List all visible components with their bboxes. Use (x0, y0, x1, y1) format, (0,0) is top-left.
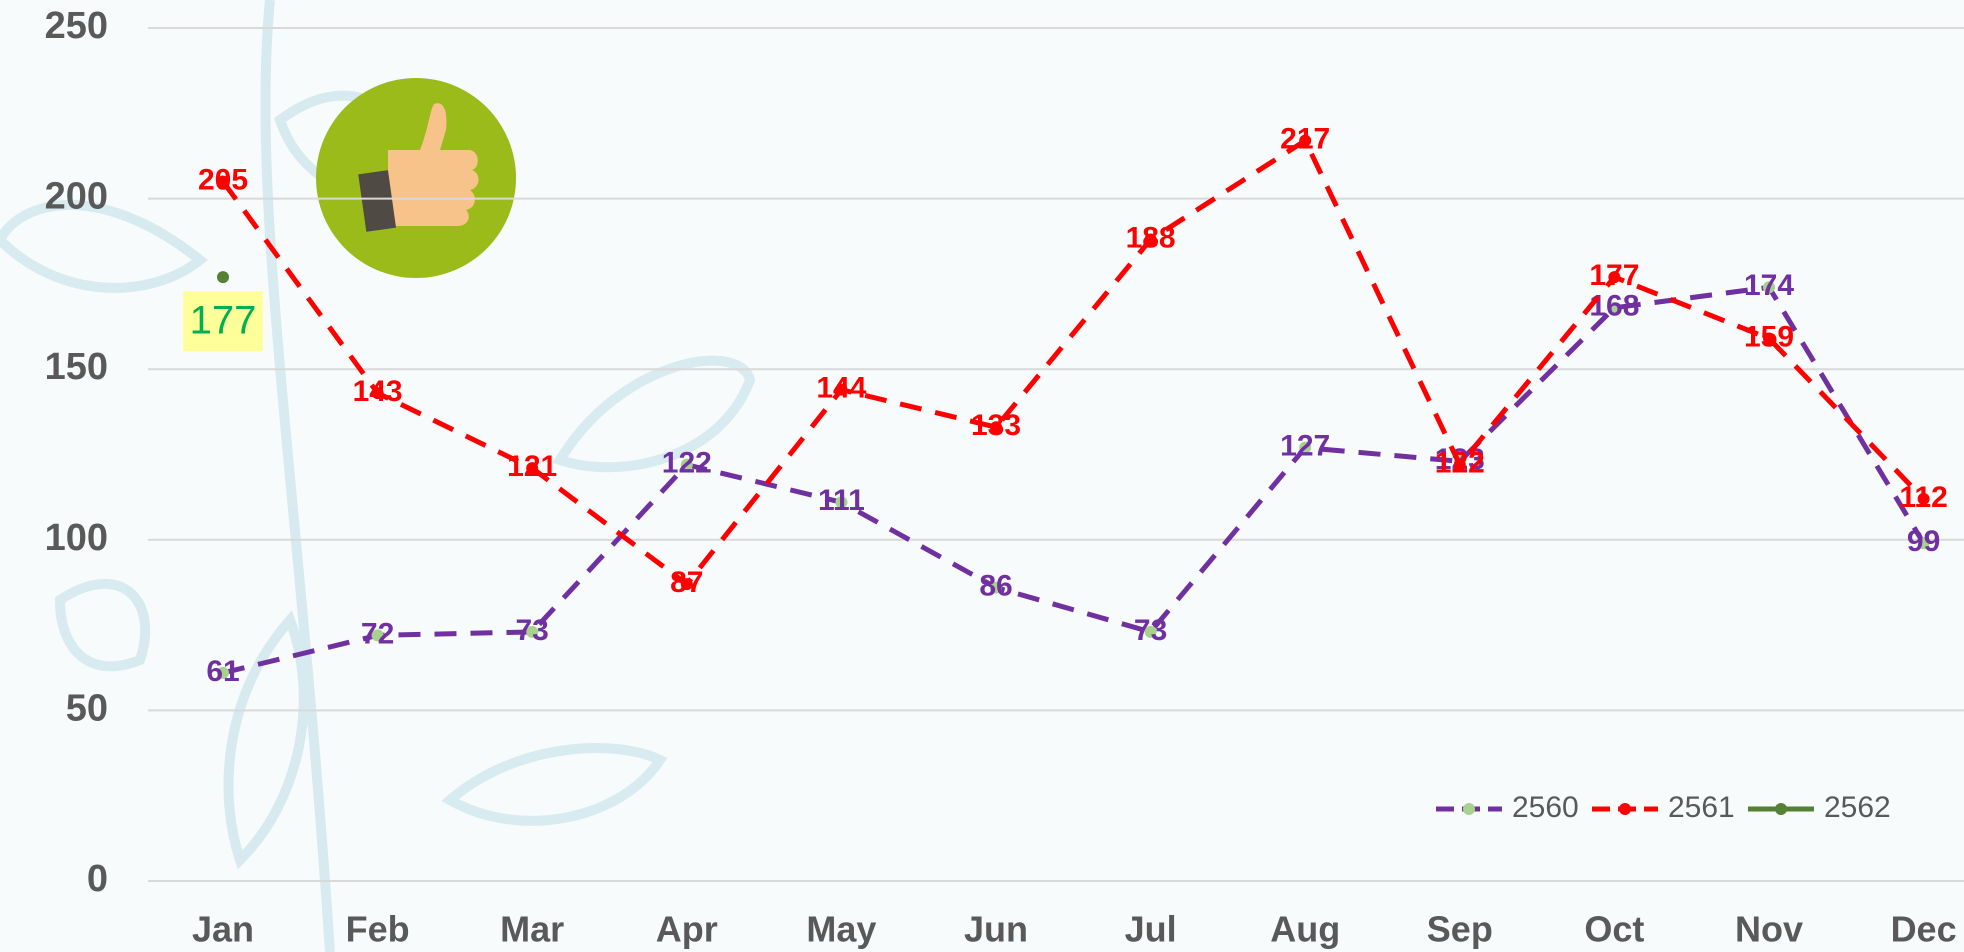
data-label: 112 (1899, 481, 1947, 514)
x-tick-label: Jun (964, 909, 1028, 950)
y-tick-label: 100 (45, 517, 108, 559)
data-label: 159 (1744, 320, 1794, 353)
legend-marker (1619, 803, 1631, 815)
data-point (217, 271, 229, 283)
data-label: 143 (353, 375, 403, 408)
thumbs-up-icon (316, 78, 516, 278)
y-tick-label: 50 (66, 687, 108, 729)
data-label: 122 (662, 447, 712, 480)
chart: 0 50 100 150 200 250 Jan Feb Mar Apr May Jun Jul Aug S… (0, 0, 1964, 952)
data-label: 99 (1907, 525, 1940, 558)
data-label: 217 (1280, 123, 1330, 156)
legend-label: 2561 (1668, 791, 1735, 824)
y-tick-label: 250 (45, 5, 108, 47)
data-label: 121 (507, 450, 557, 483)
data-label: 61 (206, 655, 239, 688)
x-tick-label: Jul (1125, 909, 1177, 950)
x-tick-label: Oct (1584, 909, 1644, 950)
data-label: 73 (516, 614, 549, 647)
data-label: 177 (190, 299, 257, 343)
y-tick-label: 150 (45, 346, 108, 388)
data-label: 205 (198, 163, 248, 196)
legend-marker (1775, 803, 1787, 815)
x-tick-label: Mar (500, 909, 564, 950)
data-label: 177 (1589, 259, 1639, 292)
data-label: 133 (971, 409, 1021, 442)
legend-label: 2562 (1824, 791, 1891, 824)
legend-label: 2560 (1512, 791, 1579, 824)
x-tick-label: Apr (656, 909, 718, 950)
data-label: 144 (816, 372, 866, 405)
data-label: 72 (361, 617, 394, 650)
legend-marker (1463, 803, 1475, 815)
x-tick-label: Feb (346, 909, 410, 950)
x-tick-label: Aug (1270, 909, 1340, 950)
data-label: 122 (1435, 447, 1485, 480)
data-label: 111 (818, 484, 865, 517)
data-label: 168 (1589, 290, 1639, 323)
data-label: 87 (670, 566, 703, 599)
y-tick-label: 200 (45, 176, 108, 218)
x-tick-label: May (806, 909, 876, 950)
data-label: 73 (1134, 614, 1167, 647)
data-label: 127 (1280, 430, 1330, 463)
x-tick-label: Sep (1427, 909, 1493, 950)
x-tick-label: Dec (1891, 909, 1957, 950)
data-label: 86 (979, 569, 1012, 602)
x-tick-label: Jan (192, 909, 254, 950)
data-label: 174 (1744, 269, 1794, 302)
x-tick-label: Nov (1735, 909, 1803, 950)
y-tick-label: 0 (87, 858, 108, 900)
data-label: 188 (1126, 221, 1176, 254)
